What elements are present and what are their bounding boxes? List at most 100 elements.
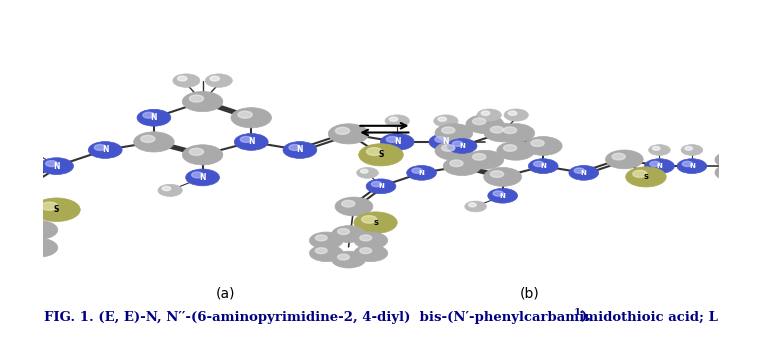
Circle shape	[88, 142, 122, 158]
Circle shape	[497, 141, 535, 160]
Text: (a): (a)	[216, 287, 235, 301]
Circle shape	[338, 254, 350, 260]
Text: 1: 1	[574, 308, 581, 317]
Circle shape	[191, 172, 203, 178]
Circle shape	[331, 251, 366, 268]
Text: N: N	[443, 137, 449, 146]
Circle shape	[143, 112, 155, 118]
Circle shape	[354, 212, 397, 233]
Circle shape	[205, 74, 232, 87]
Circle shape	[360, 248, 372, 254]
Circle shape	[385, 115, 409, 127]
Circle shape	[574, 168, 584, 173]
Circle shape	[0, 215, 9, 221]
Circle shape	[341, 200, 355, 207]
Text: S: S	[54, 205, 59, 214]
Circle shape	[366, 179, 396, 194]
Circle shape	[605, 150, 643, 169]
Circle shape	[737, 145, 762, 162]
Circle shape	[309, 245, 343, 262]
Circle shape	[469, 203, 476, 207]
Circle shape	[429, 134, 463, 150]
Text: N: N	[296, 145, 303, 155]
Circle shape	[338, 228, 350, 235]
Circle shape	[477, 109, 501, 121]
Circle shape	[484, 123, 521, 142]
Circle shape	[533, 161, 544, 166]
Circle shape	[235, 134, 268, 150]
Circle shape	[466, 115, 504, 134]
Circle shape	[361, 216, 376, 223]
Circle shape	[504, 109, 528, 121]
Circle shape	[309, 232, 343, 249]
Circle shape	[472, 154, 485, 160]
Text: N: N	[200, 173, 206, 182]
Circle shape	[41, 202, 58, 210]
Circle shape	[182, 145, 223, 165]
Text: N: N	[500, 193, 506, 199]
Circle shape	[488, 188, 517, 203]
Circle shape	[386, 137, 398, 142]
Circle shape	[389, 117, 398, 121]
Circle shape	[238, 111, 252, 118]
Circle shape	[40, 158, 73, 175]
Circle shape	[335, 197, 373, 216]
Circle shape	[648, 145, 671, 155]
Text: N: N	[418, 170, 424, 176]
Circle shape	[182, 92, 223, 112]
Circle shape	[20, 238, 58, 257]
Circle shape	[371, 181, 382, 187]
Text: S: S	[373, 220, 378, 226]
Text: S: S	[378, 150, 384, 159]
Circle shape	[434, 115, 458, 127]
Circle shape	[315, 235, 327, 241]
Text: N: N	[394, 137, 401, 146]
Circle shape	[360, 170, 368, 173]
Circle shape	[493, 191, 504, 196]
Circle shape	[331, 226, 366, 242]
Circle shape	[569, 165, 599, 180]
Text: N: N	[689, 163, 695, 169]
Circle shape	[497, 124, 535, 142]
Circle shape	[472, 118, 485, 125]
Circle shape	[504, 145, 517, 151]
Circle shape	[743, 148, 755, 154]
Circle shape	[354, 232, 388, 249]
Circle shape	[491, 126, 504, 133]
Circle shape	[531, 140, 544, 146]
Circle shape	[650, 161, 660, 166]
Circle shape	[715, 151, 749, 168]
Circle shape	[94, 144, 106, 151]
Circle shape	[508, 111, 517, 115]
Text: ).: ).	[581, 311, 591, 324]
Circle shape	[737, 171, 762, 187]
Circle shape	[137, 109, 171, 126]
Circle shape	[504, 127, 517, 134]
Circle shape	[466, 150, 504, 169]
Circle shape	[435, 141, 473, 160]
Circle shape	[528, 159, 558, 174]
Circle shape	[760, 164, 762, 181]
Text: N: N	[151, 113, 157, 122]
Circle shape	[612, 153, 626, 160]
Circle shape	[743, 174, 755, 179]
Circle shape	[380, 134, 414, 150]
Circle shape	[46, 161, 57, 166]
Circle shape	[5, 184, 18, 191]
Circle shape	[231, 108, 271, 128]
Circle shape	[186, 169, 219, 186]
Circle shape	[20, 220, 58, 239]
Text: N: N	[581, 170, 587, 176]
Text: N: N	[378, 183, 384, 189]
Circle shape	[33, 198, 80, 221]
Circle shape	[0, 247, 27, 266]
Circle shape	[173, 74, 200, 87]
Circle shape	[450, 160, 463, 166]
Circle shape	[359, 144, 403, 166]
Circle shape	[685, 146, 693, 150]
Circle shape	[442, 127, 455, 134]
Circle shape	[354, 245, 388, 262]
Circle shape	[367, 147, 382, 155]
Circle shape	[335, 127, 350, 134]
Text: FIG. 1. (E, E)-N, N′′-(6-aminopyrimidine-2, 4-diyl)  bis-(N′-phenylcarbamimidoth: FIG. 1. (E, E)-N, N′′-(6-aminopyrimidine…	[44, 311, 718, 324]
